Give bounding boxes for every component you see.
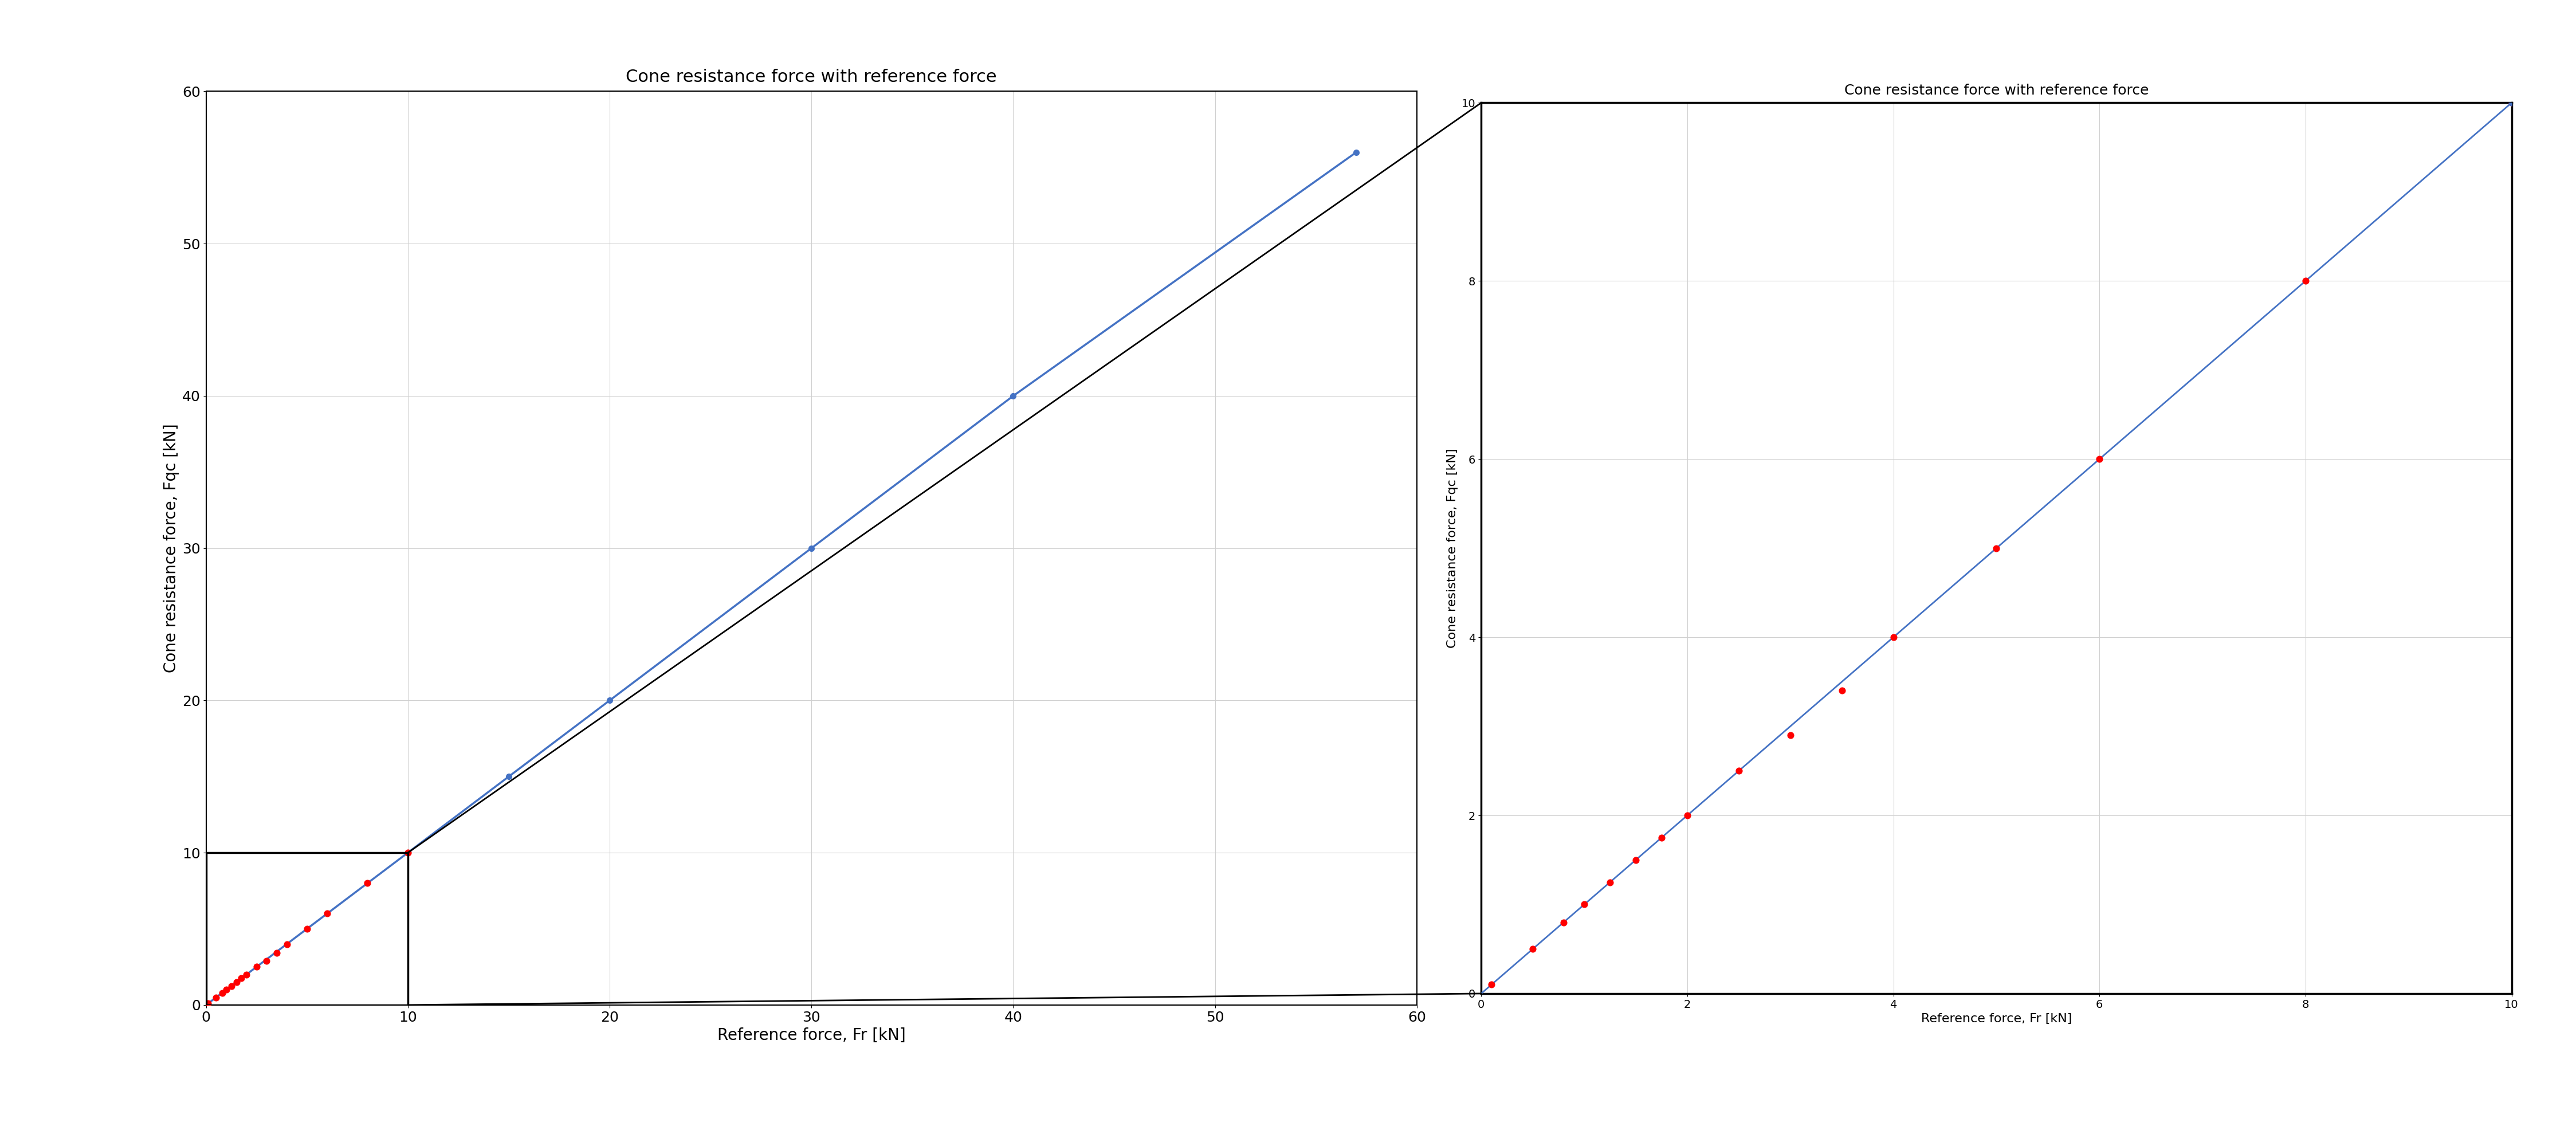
Point bbox=[1564, 895, 1605, 914]
Point bbox=[196, 988, 237, 1006]
Point bbox=[1512, 940, 1553, 958]
Point bbox=[307, 904, 348, 923]
Y-axis label: Cone resistance force, Fqc [kN]: Cone resistance force, Fqc [kN] bbox=[1448, 449, 1458, 648]
X-axis label: Reference force, Fr [kN]: Reference force, Fr [kN] bbox=[1922, 1013, 2071, 1024]
Point bbox=[206, 981, 247, 999]
Point bbox=[211, 976, 252, 995]
Point bbox=[1873, 628, 1914, 646]
Point bbox=[255, 944, 296, 963]
X-axis label: Reference force, Fr [kN]: Reference force, Fr [kN] bbox=[716, 1028, 907, 1044]
Point bbox=[1471, 975, 1512, 994]
Point bbox=[265, 935, 307, 954]
Point bbox=[216, 973, 258, 991]
Point bbox=[1976, 539, 2017, 557]
Point bbox=[188, 995, 229, 1013]
Point bbox=[2285, 272, 2326, 290]
Point bbox=[1543, 914, 1584, 932]
Point bbox=[1589, 872, 1631, 891]
Point bbox=[237, 958, 278, 976]
Point bbox=[227, 965, 268, 983]
Point bbox=[2491, 94, 2532, 112]
Point bbox=[386, 844, 428, 862]
Point bbox=[1615, 851, 1656, 869]
Title: Cone resistance force with reference force: Cone resistance force with reference for… bbox=[626, 69, 997, 86]
Point bbox=[286, 919, 327, 938]
Point bbox=[348, 874, 389, 892]
Point bbox=[222, 970, 263, 988]
Point bbox=[1641, 829, 1682, 847]
Point bbox=[2079, 450, 2120, 468]
Point bbox=[1770, 726, 1811, 745]
Point bbox=[201, 983, 242, 1002]
Y-axis label: Cone resistance force, Fqc [kN]: Cone resistance force, Fqc [kN] bbox=[162, 424, 180, 673]
Point bbox=[2491, 94, 2532, 112]
Bar bbox=[206, 853, 407, 1005]
Point bbox=[247, 951, 286, 970]
Point bbox=[1718, 762, 1759, 780]
Point bbox=[1667, 806, 1708, 825]
Point bbox=[1821, 682, 1862, 700]
Title: Cone resistance force with reference force: Cone resistance force with reference for… bbox=[1844, 83, 2148, 98]
